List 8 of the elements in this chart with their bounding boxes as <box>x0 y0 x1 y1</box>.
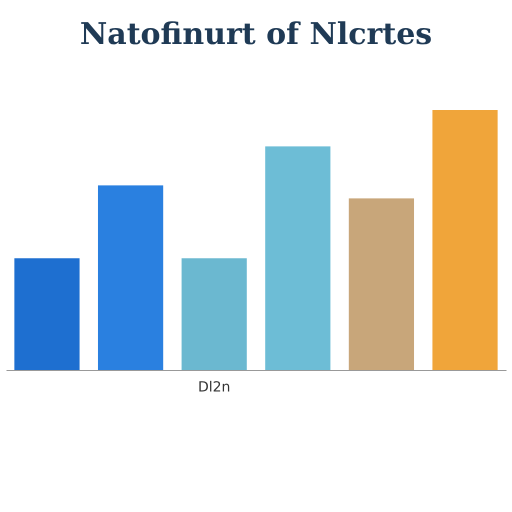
bar <box>265 146 330 370</box>
x-tick-label: Dl2n <box>198 380 230 396</box>
bar <box>348 198 414 370</box>
bar <box>14 258 80 370</box>
bar <box>432 110 498 370</box>
chart-title: Natofinurt of Nlcrtes <box>80 17 432 52</box>
bar <box>98 185 164 370</box>
bar <box>182 258 247 370</box>
